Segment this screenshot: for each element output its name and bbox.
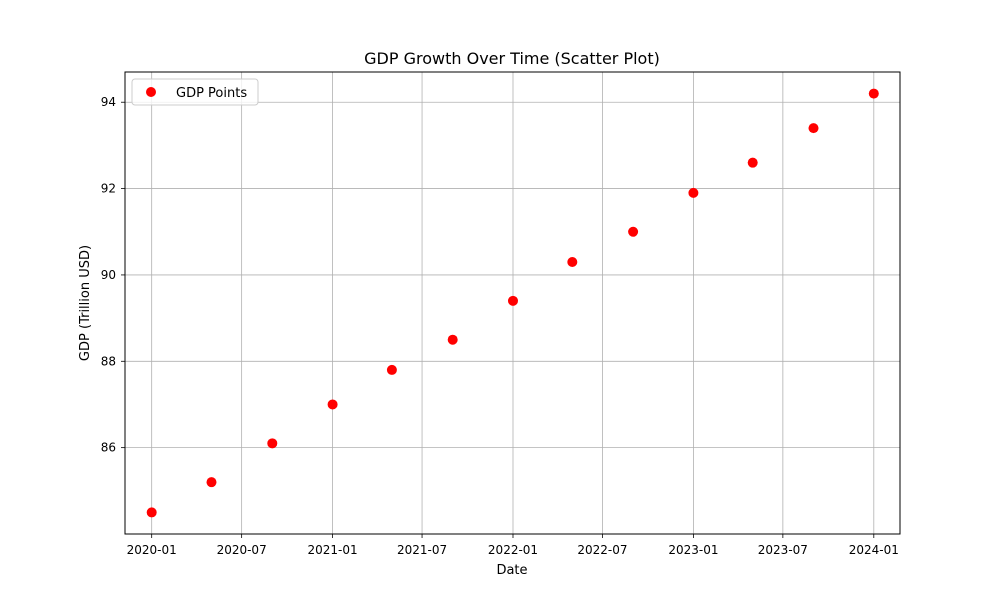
data-point	[447, 334, 458, 345]
x-tick-label: 2021-07	[397, 543, 447, 557]
chart-title: GDP Growth Over Time (Scatter Plot)	[364, 49, 660, 68]
data-point	[567, 256, 578, 267]
y-axis-ticks: 86 88 90 92 94	[101, 95, 125, 455]
x-tick-label: 2023-01	[668, 543, 718, 557]
grid-lines	[125, 72, 900, 534]
data-point	[628, 226, 639, 237]
y-tick-label: 88	[101, 354, 116, 368]
x-tick-label: 2022-07	[577, 543, 627, 557]
data-point	[386, 364, 397, 375]
x-tick-label: 2023-07	[758, 543, 808, 557]
legend: GDP Points	[131, 78, 259, 106]
y-tick-label: 94	[101, 95, 116, 109]
data-point	[267, 438, 278, 449]
x-tick-label: 2022-01	[488, 543, 538, 557]
legend-marker	[146, 87, 156, 97]
data-point	[327, 399, 338, 410]
x-axis-label: Date	[496, 563, 527, 578]
legend-box	[131, 78, 259, 106]
y-tick-label: 90	[101, 268, 116, 282]
x-tick-label: 2024-01	[849, 543, 899, 557]
data-point	[868, 88, 879, 99]
y-tick-label: 92	[101, 182, 116, 196]
data-point	[688, 187, 699, 198]
plot-area-frame	[124, 71, 901, 535]
data-point	[507, 295, 518, 306]
data-point	[747, 157, 758, 168]
data-point	[808, 123, 819, 134]
data-point	[206, 477, 217, 488]
data-points	[146, 88, 879, 518]
x-axis-ticks: 2020-01 2020-07 2021-01 2021-07 2022-01 2022-…	[127, 534, 899, 557]
legend-label: GDP Points	[176, 86, 247, 101]
x-tick-label: 2020-07	[217, 543, 267, 557]
x-tick-label: 2021-01	[308, 543, 358, 557]
y-axis-label: GDP (Trillion USD)	[78, 245, 93, 361]
data-point	[146, 507, 157, 518]
y-tick-label: 86	[101, 441, 116, 455]
x-tick-label: 2020-01	[127, 543, 177, 557]
